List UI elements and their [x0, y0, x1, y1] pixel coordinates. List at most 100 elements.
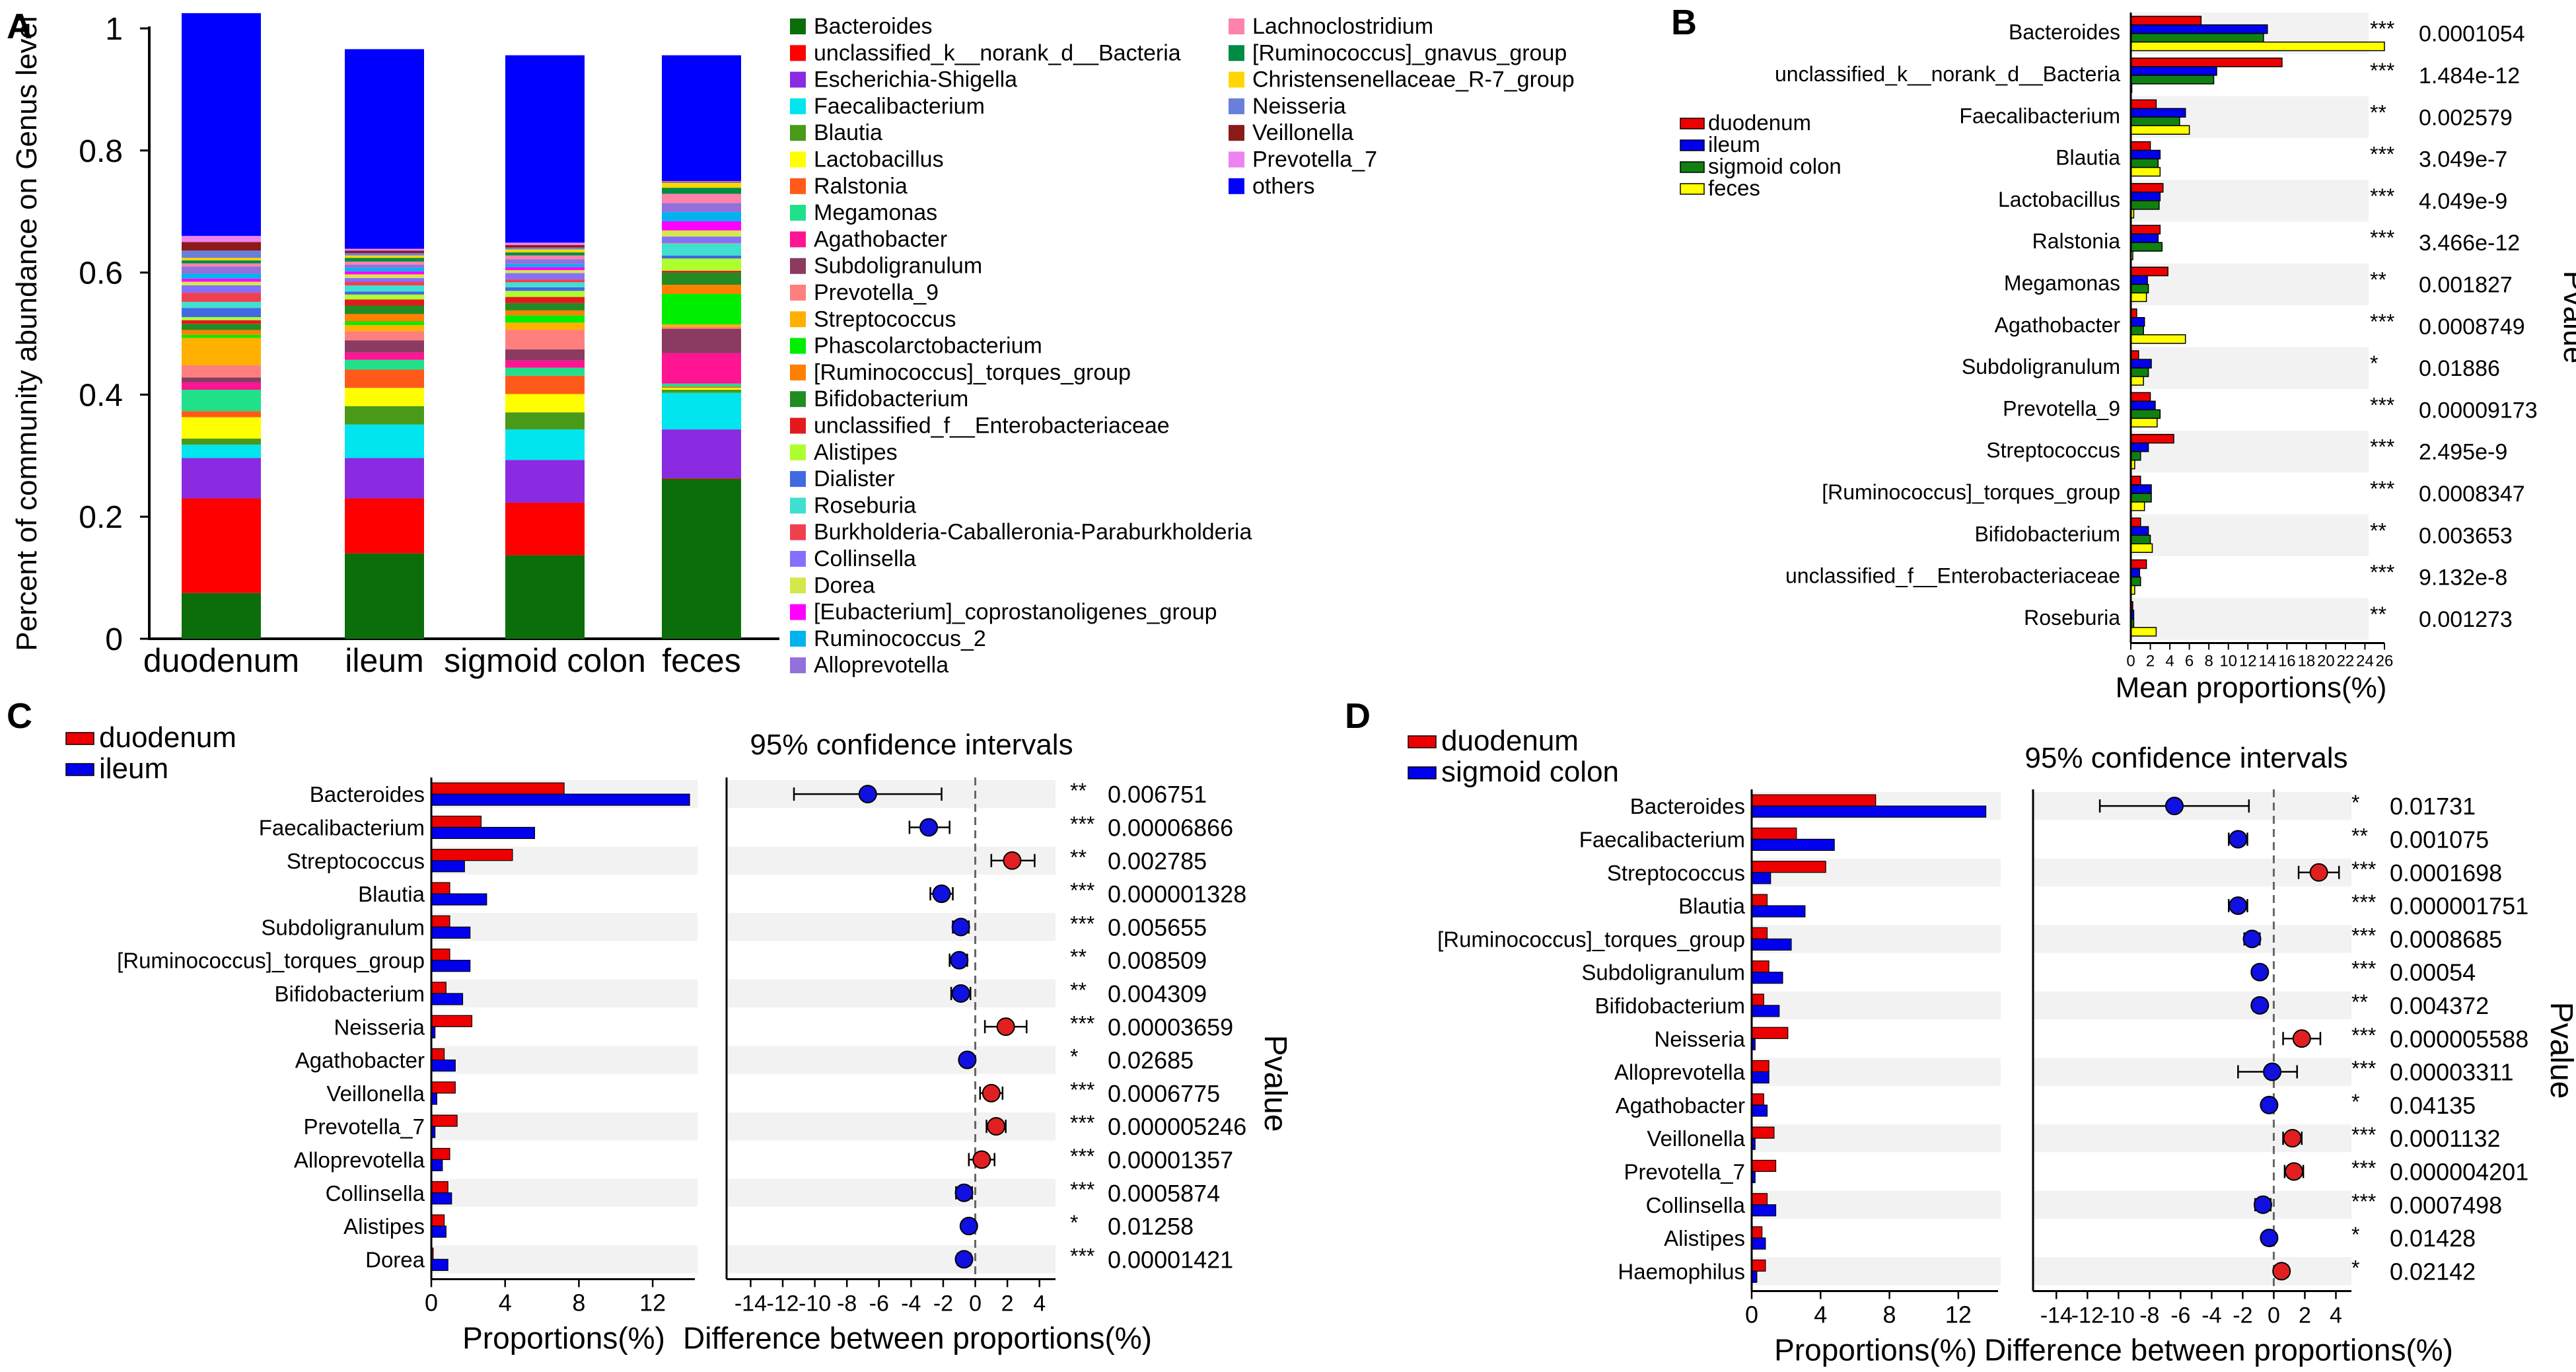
a-stack-segment — [182, 417, 261, 439]
c-pvalue: 0.005655 — [1108, 914, 1207, 941]
b-bar — [2130, 41, 2385, 52]
b-bar — [2130, 451, 2141, 461]
c-row-stripe-left — [431, 1112, 698, 1141]
a-stack-segment — [662, 55, 741, 181]
c-pvalue: 0.0005874 — [1108, 1180, 1220, 1207]
b-significance-stars: *** — [2370, 477, 2394, 501]
a-y-tick-label: 0.8 — [79, 134, 123, 169]
a-legend-swatch — [790, 604, 806, 620]
a-legend-swatch — [790, 178, 806, 194]
a-stack-segment — [505, 315, 585, 323]
a-stack-segment — [662, 386, 741, 388]
a-legend-swatch — [790, 231, 806, 248]
b-bar — [2130, 292, 2147, 303]
c-diff-point — [982, 1083, 1001, 1102]
a-stack-segment — [182, 334, 261, 338]
b-bar — [2130, 24, 2268, 34]
a-stack-segment — [662, 478, 741, 479]
b-bar — [2130, 334, 2186, 344]
c-diff-point — [932, 885, 951, 904]
a-legend-label: [Ruminococcus]_torques_group — [814, 360, 1131, 385]
a-stack-segment — [345, 268, 424, 271]
a-stack-segment — [505, 429, 585, 460]
a-stack-segment — [505, 242, 585, 246]
d-right-x-tick-label: -12 — [2071, 1303, 2104, 1328]
b-significance-stars: *** — [2370, 393, 2394, 417]
d-significance-stars: ** — [2351, 824, 2368, 848]
d-right-x-tick-label: 4 — [2330, 1303, 2342, 1328]
a-stack-segment — [505, 249, 585, 253]
a-stack-segment — [345, 314, 424, 322]
b-category-label: Roseburia — [2024, 606, 2120, 630]
b-legend-label: feces — [1708, 176, 1760, 200]
c-bar-group1 — [431, 1181, 448, 1194]
c-bar-group1 — [431, 982, 447, 994]
d-significance-stars: *** — [2351, 857, 2376, 881]
c-category-label: Faecalibacterium — [259, 815, 425, 840]
b-category-label: Ralstonia — [2032, 229, 2121, 253]
b-category-label: Agathobacter — [1995, 313, 2121, 337]
b-bar — [2130, 149, 2161, 160]
a-stack-segment — [182, 445, 261, 458]
b-bar — [2130, 266, 2168, 277]
d-bar-group1 — [1751, 960, 1770, 973]
d-bar-group1 — [1751, 1093, 1764, 1106]
a-stack-segment — [345, 294, 424, 300]
d-bar-group1 — [1751, 1060, 1770, 1073]
a-stack-segment — [345, 255, 424, 258]
a-legend-label: Agathobacter — [814, 227, 947, 252]
b-bar — [2130, 242, 2163, 252]
a-stack-segment — [505, 303, 585, 310]
b-category-label: Megamonas — [2004, 271, 2120, 295]
a-stack-segment — [345, 458, 424, 499]
a-legend-swatch — [790, 18, 806, 34]
a-y-axis-title: Percent of community abundance on Genus … — [11, 16, 43, 651]
a-stack-segment — [662, 388, 741, 390]
d-bar-group2 — [1751, 1204, 1777, 1217]
b-category-label: unclassified_f__Enterobacteriaceae — [1785, 564, 2120, 588]
d-pvalue: 0.000001751 — [2390, 892, 2528, 920]
b-legend-swatch — [1680, 161, 1705, 173]
c-right-x-tick-label: -8 — [837, 1291, 857, 1317]
c-significance-stars: ** — [1070, 978, 1087, 1002]
c-diff-point — [987, 1117, 1006, 1136]
d-bar-group1 — [1751, 861, 1826, 873]
a-legend-swatch — [790, 417, 806, 434]
c-significance-stars: * — [1070, 1211, 1078, 1235]
c-diff-point — [951, 918, 970, 937]
c-pvalue: 0.002785 — [1108, 848, 1207, 875]
c-significance-stars: *** — [1070, 1111, 1094, 1135]
c-right-x-tick-label: -4 — [901, 1291, 921, 1317]
d-y-axis-title: Pvalue — [2544, 1002, 2576, 1099]
c-diff-point — [858, 785, 877, 804]
b-pvalue: 0.0008347 — [2419, 482, 2525, 507]
c-bar-group2 — [431, 926, 471, 939]
b-row-stripe — [2131, 347, 2369, 389]
b-pvalue: 0.01886 — [2419, 356, 2500, 381]
a-legend-swatch — [790, 577, 806, 594]
b-significance-stars: ** — [2370, 519, 2386, 542]
b-significance-stars: *** — [2370, 310, 2394, 334]
b-bar — [2130, 233, 2159, 243]
b-category-label: Prevotella_9 — [2003, 396, 2120, 420]
b-legend-swatch — [1680, 183, 1705, 195]
b-bar — [2130, 559, 2147, 569]
b-row-stripe — [2131, 263, 2369, 306]
b-significance-stars: *** — [2370, 143, 2394, 166]
b-bar — [2130, 275, 2148, 285]
c-pvalue: 0.000001328 — [1108, 881, 1246, 908]
a-stack-segment — [182, 317, 261, 320]
a-stack-segment — [182, 266, 261, 274]
b-significance-stars: *** — [2370, 561, 2394, 585]
a-stack-segment — [182, 301, 261, 308]
d-significance-stars: * — [2351, 1256, 2359, 1280]
b-category-label: Bacteroides — [2009, 20, 2120, 44]
c-diff-point — [959, 1217, 978, 1236]
d-category-label: Prevotella_7 — [1624, 1159, 1745, 1184]
a-stack-segment — [505, 460, 585, 503]
c-category-label: Prevotella_7 — [304, 1114, 425, 1139]
b-bar — [2130, 75, 2215, 85]
b-category-label: Blautia — [2056, 146, 2120, 170]
a-stack-segment — [662, 182, 741, 183]
a-legend-swatch — [790, 285, 806, 301]
